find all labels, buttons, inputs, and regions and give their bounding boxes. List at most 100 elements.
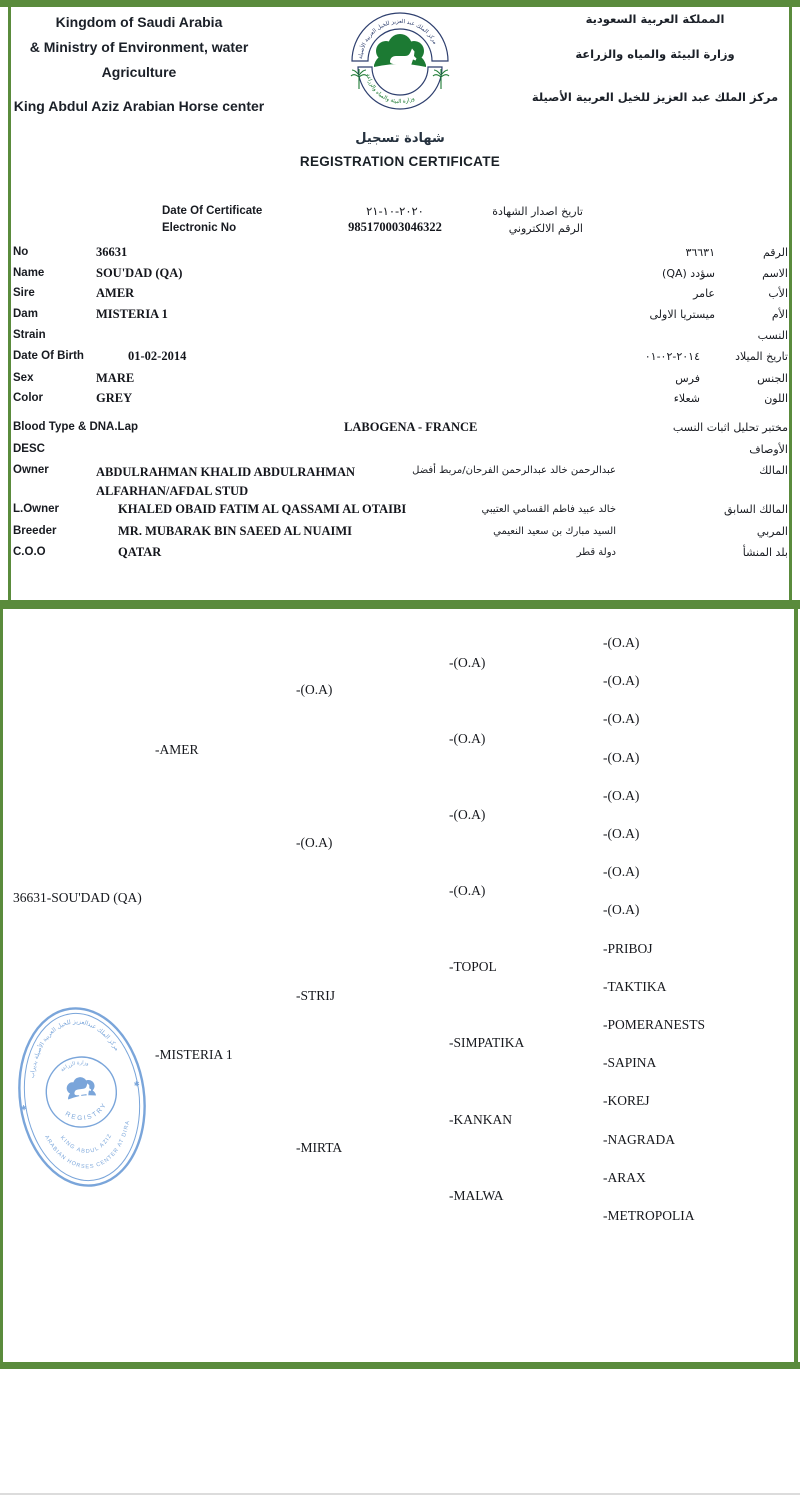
svg-text:وزارة الزراعة: وزارة الزراعة [59,1059,91,1074]
field-label-ar: الرقم [762,246,788,259]
horse-and-trees-icon [374,34,426,71]
field-value-ar: فرس [675,372,700,385]
pedigree-node: -(O.A) [449,731,486,746]
field-label-en: Dam [13,308,38,320]
pedigree-node: -(O.A) [603,711,640,726]
stamp-english-ring-text-inner: KING ABDUL AZIZ [58,1128,115,1159]
page-edge-rule [0,1493,800,1495]
bottom-border [0,1362,800,1369]
header-en-line4: King Abdul Aziz Arabian Horse center [13,98,265,114]
pedigree-node: -TAKTIKA [603,979,667,994]
registry-stamp: مركز الملك عبدالعزيز للخيل العربية الأصي… [4,996,146,1187]
pedigree-node: -POMERANESTS [603,1017,706,1032]
pedigree-node: -(O.A) [603,864,640,879]
electronic-no-value: 985170003046322 [348,220,442,234]
svg-text:REGISTRY: REGISTRY [63,1100,111,1124]
field-label-ar: الجنس [757,372,788,385]
field-value-en: LABOGENA - FRANCE [344,420,478,434]
pedigree-node: -KOREJ [603,1093,650,1108]
field-label-en: Color [13,392,44,404]
field-value-en: GREY [96,391,133,405]
pedigree-node: -(O.A) [296,835,333,850]
electronic-no-label-ar: الرقم الالكتروني [508,222,583,235]
field-value-en: 01-02-2014 [128,349,187,363]
date-of-certificate-label-en: Date Of Certificate [162,205,263,217]
field-label-ar: الاسم [762,267,788,280]
pedigree-node: -STRIJ [296,988,336,1003]
field-value-ar: ٣٦٦٣١ [685,246,715,259]
pedigree-node: -METROPOLIA [603,1208,695,1223]
pedigree-node: -SAPINA [603,1055,657,1070]
header-ar-line1: المملكة العربية السعودية [585,12,725,26]
pedigree-node: -(O.A) [449,655,486,670]
header-en-line2: & Ministry of Environment, water [29,39,249,55]
field-label-en: Date Of Birth [13,350,84,362]
stamp-inner-arabic-text: وزارة الزراعة [59,1059,91,1074]
field-value-ar: عامر [693,287,715,300]
header-en-line1: Kingdom of Saudi Arabia [55,14,223,30]
header-english-block: Kingdom of Saudi Arabia & Ministry of En… [7,10,271,119]
field-label-ar: مختبر تحليل اثبات النسب [672,421,788,434]
field-label-en: Name [13,267,45,279]
pedigree-node: -MISTERIA 1 [155,1047,233,1062]
field-label-ar: المالك [759,464,788,477]
pedigree-node: -ARAX [603,1170,646,1185]
field-label-en: No [13,246,29,258]
field-label-en: L.Owner [13,503,60,515]
field-value-en: 36631 [96,245,128,259]
field-label-en: Sex [13,372,34,384]
certificate-title-english: REGISTRATION CERTIFICATE [299,154,501,169]
svg-text:KING ABDUL AZIZ: KING ABDUL AZIZ [58,1128,115,1159]
field-value-ar: سؤدد (QA) [662,267,715,280]
stamp-horse-icon [66,1077,96,1100]
pedigree-node: -(O.A) [603,673,640,688]
field-label-ar: اللون [764,392,788,405]
field-value-en: QATAR [118,545,162,559]
field-value-en: ABDULRAHMAN KHALID ABDULRAHMAN ALFARHAN/… [96,465,356,498]
pedigree-node: -(O.A) [603,750,640,765]
top-border [0,0,800,7]
pedigree-node: -MALWA [449,1188,504,1203]
field-label-ar: الأم [771,308,788,321]
pedigree-node: -(O.A) [449,883,486,898]
field-value-ar: ميستريا الاولى [649,308,715,321]
bottom-box-left-border [0,609,3,1362]
field-label-en: Breeder [13,525,57,537]
pedigree-node: -KANKAN [449,1112,512,1127]
pedigree-node: -(O.A) [449,807,486,822]
field-value-ar: السيد مبارك بن سعيد النعيمي [493,526,616,537]
field-label-ar: المربي [756,525,788,538]
bottom-box-right-border [794,609,798,1362]
field-value-ar: شعلاء [673,392,700,405]
field-label-ar: الأب [768,287,788,300]
field-value-en: MARE [96,371,135,385]
pedigree-node: -PRIBOJ [603,941,653,956]
field-label-ar: النسب [757,329,788,342]
pedigree-node: -(O.A) [603,788,640,803]
pedigree-node: -(O.A) [603,635,640,650]
pedigree-node: -NAGRADA [603,1132,675,1147]
date-of-certificate-value: ٢٠٢٠-١٠-٢١ [366,204,424,218]
field-label-ar: تاريخ الميلاد [735,350,788,363]
pedigree-node: -SIMPATIKA [449,1035,525,1050]
field-label-en: DESC [13,443,45,455]
ministry-emblem-logo: مركز الملك عبد العزيز للخيل العربية الأص… [350,12,450,110]
top-box-right-border [789,7,792,600]
pedigree-node: -TOPOL [449,959,497,974]
field-label-ar: بلد المنشأ [742,546,788,559]
field-label-en: Sire [13,287,35,299]
field-value-ar: عبدالرحمن خالد عبدالرحمن الفرحان/مربط أف… [412,465,616,476]
header-ar-line2: وزارة البيئة والمياه والزراعة [575,47,735,61]
field-value-ar: دولة قطر [576,547,616,558]
electronic-no-label-en: Electronic No [162,222,237,234]
field-value-en: SOU'DAD (QA) [96,266,183,280]
stamp-registry-text: REGISTRY [63,1100,111,1124]
pedigree-node: -(O.A) [603,826,640,841]
field-label-ar: المالك السابق [723,503,788,516]
field-label-en: Strain [13,329,46,341]
pedigree-root: 36631-SOU'DAD (QA) [13,890,142,905]
pedigree-node: -AMER [155,742,199,757]
header-ar-line3: مركز الملك عبد العزيز للخيل العربية الأص… [531,90,779,104]
field-value-en: KHALED OBAID FATIM AL QASSAMI AL OTAIBI [118,502,407,516]
